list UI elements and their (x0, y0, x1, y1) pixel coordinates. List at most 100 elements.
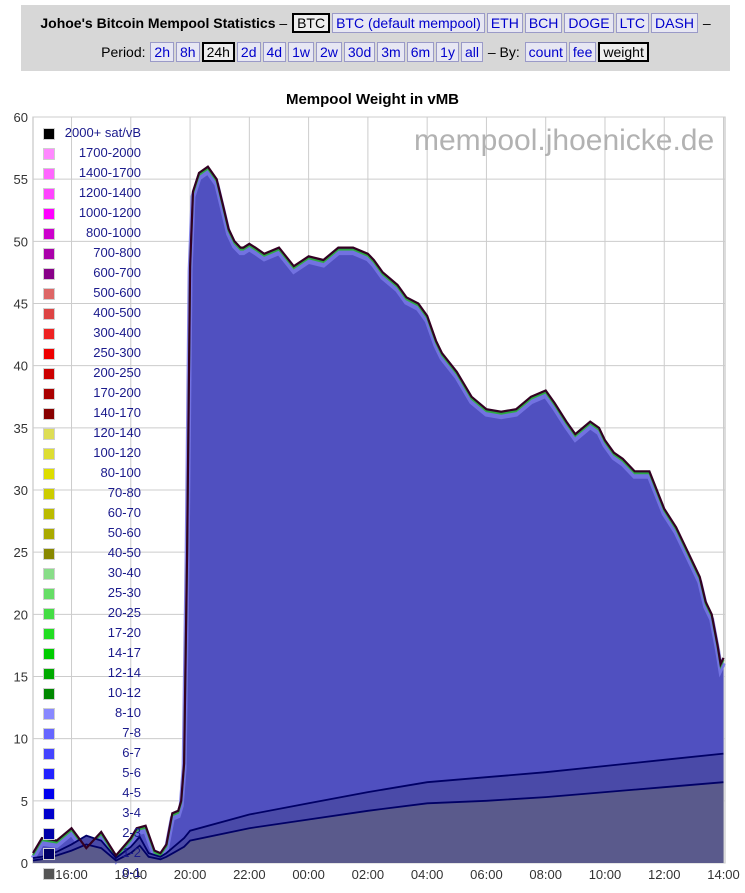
legend-label: 50-60 (107, 525, 141, 540)
legend-swatch (43, 488, 55, 500)
period-button-2d[interactable]: 2d (236, 42, 261, 62)
coin-button-doge[interactable]: DOGE (564, 13, 614, 33)
period-button-1y[interactable]: 1y (436, 42, 459, 62)
legend-label: 14-17 (107, 645, 141, 660)
legend-swatch (43, 388, 55, 400)
separator: – (702, 15, 711, 31)
area-band-mid (30, 168, 726, 865)
legend-label: 2000+ sat/vB (64, 125, 141, 140)
legend-swatch (43, 448, 55, 460)
period-button-3m[interactable]: 3m (377, 42, 405, 62)
legend-swatch (43, 308, 55, 320)
coin-selector-row: Johoe's Bitcoin Mempool Statistics – BTC… (21, 13, 730, 33)
legend-item: 1400-1700 (37, 164, 147, 184)
legend-label: 30-40 (107, 565, 141, 580)
period-button-2w[interactable]: 2w (315, 42, 342, 62)
legend-swatch (43, 268, 55, 280)
legend-label: 120-140 (93, 425, 141, 440)
legend-label: 60-70 (107, 505, 141, 520)
legend-item: 2000+ sat/vB (37, 124, 147, 144)
period-button-2h[interactable]: 2h (150, 42, 174, 62)
by-button-weight[interactable]: weight (598, 42, 649, 62)
legend-item: 500-600 (37, 284, 147, 304)
y-tick-label: 60 (14, 110, 28, 125)
legend-item: 250-300 (37, 344, 147, 364)
period-button-1w[interactable]: 1w (288, 42, 314, 62)
legend-swatch (43, 588, 55, 600)
legend-swatch (43, 288, 55, 300)
legend-item: 1-2 (37, 844, 147, 864)
legend-item: 700-800 (37, 244, 147, 264)
coin-button-ltc[interactable]: LTC (615, 13, 650, 33)
y-tick-label: 55 (14, 172, 28, 187)
y-tick-label: 50 (14, 234, 28, 249)
legend-item: 60-70 (37, 504, 147, 524)
legend-item: 1700-2000 (37, 144, 147, 164)
y-tick-label: 25 (14, 545, 28, 560)
legend-label: 500-600 (93, 285, 141, 300)
legend-item: 7-8 (37, 724, 147, 744)
legend-swatch (43, 528, 55, 540)
line-total (32, 165, 725, 858)
legend-item: 10-12 (37, 684, 147, 704)
legend-swatch (43, 868, 55, 880)
legend-label: 3-4 (122, 805, 141, 820)
legend-label: 10-12 (107, 685, 141, 700)
legend-swatch (43, 708, 55, 720)
legend-item: 1000-1200 (37, 204, 147, 224)
legend-label: 1700-2000 (78, 145, 141, 160)
legend-item: 300-400 (37, 324, 147, 344)
coin-button-dash[interactable]: DASH (651, 13, 698, 33)
period-button-30d[interactable]: 30d (343, 42, 376, 62)
legend-label: 6-7 (122, 745, 141, 760)
coin-button-eth[interactable]: ETH (486, 13, 523, 33)
header-bar: Johoe's Bitcoin Mempool Statistics – BTC… (21, 5, 730, 71)
legend-label: 250-300 (93, 345, 141, 360)
legend-label: 1400-1700 (78, 165, 141, 180)
legend-label: 800-1000 (86, 225, 141, 240)
legend-label: 400-500 (93, 305, 141, 320)
legend-label: 20-25 (107, 605, 141, 620)
legend-swatch (43, 348, 55, 360)
legend-label: 25-30 (107, 585, 141, 600)
legend-label: 70-80 (107, 485, 141, 500)
legend-swatch (43, 408, 55, 420)
by-buttons: count fee weight (524, 42, 650, 62)
legend-swatch (43, 788, 55, 800)
by-button-count[interactable]: count (524, 42, 567, 62)
legend-label: 140-170 (93, 405, 141, 420)
legend-swatch (43, 208, 55, 220)
y-tick-label: 0 (21, 856, 28, 871)
legend-swatch (43, 188, 55, 200)
period-button-4d[interactable]: 4d (262, 42, 287, 62)
coin-button-btc-default-mempool[interactable]: BTC (default mempool) (332, 13, 485, 33)
legend: 2000+ sat/vB 1700-2000 1400-1700 1200-1400 1… (37, 124, 147, 884)
legend-label: 12-14 (107, 665, 141, 680)
legend-label: 1-2 (122, 845, 141, 860)
x-tick-label: 08:00 (529, 867, 562, 882)
by-button-fee[interactable]: fee (568, 42, 597, 62)
legend-label: 0-1 (122, 865, 141, 880)
legend-item: 800-1000 (37, 224, 147, 244)
legend-item: 17-20 (37, 624, 147, 644)
coin-button-bch[interactable]: BCH (524, 13, 563, 33)
legend-label: 4-5 (122, 785, 141, 800)
legend-swatch (43, 368, 55, 380)
period-button-24h[interactable]: 24h (201, 42, 235, 62)
x-tick-label: 20:00 (174, 867, 207, 882)
legend-swatch (43, 328, 55, 340)
area-band-green (32, 167, 725, 860)
period-button-6m[interactable]: 6m (406, 42, 435, 62)
legend-item: 400-500 (37, 304, 147, 324)
separator: – (279, 15, 288, 31)
coin-button-btc[interactable]: BTC (292, 13, 331, 33)
y-tick-label: 45 (14, 297, 28, 312)
period-selector-row: Period: 2h 8h 24h 2d 4d 1w 2w 30d 3m 6m 1y all – By… (21, 42, 730, 62)
y-tick-label: 15 (14, 670, 28, 685)
period-button-8h[interactable]: 8h (175, 42, 200, 62)
legend-item: 25-30 (37, 584, 147, 604)
period-button-all[interactable]: all (460, 42, 483, 62)
legend-label: 200-250 (93, 365, 141, 380)
line-2-3 (32, 752, 724, 860)
